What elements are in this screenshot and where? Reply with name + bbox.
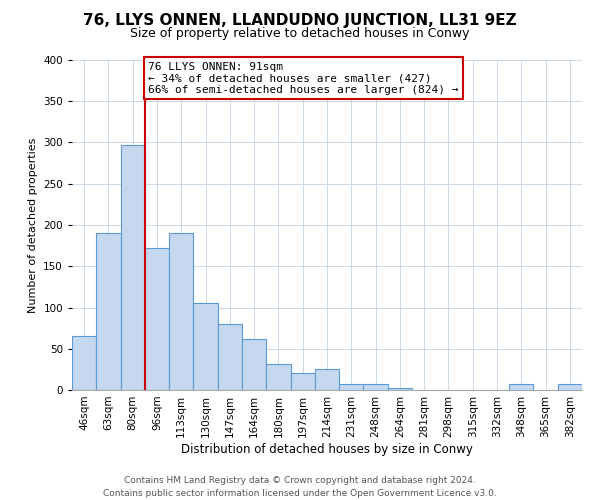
Text: Contains HM Land Registry data © Crown copyright and database right 2024.
Contai: Contains HM Land Registry data © Crown c… bbox=[103, 476, 497, 498]
Bar bbox=[121, 145, 145, 390]
Bar bbox=[315, 370, 339, 390]
Bar bbox=[364, 384, 388, 390]
Bar bbox=[339, 384, 364, 390]
Bar bbox=[218, 324, 242, 390]
Bar bbox=[290, 372, 315, 390]
X-axis label: Distribution of detached houses by size in Conwy: Distribution of detached houses by size … bbox=[181, 442, 473, 456]
Text: 76 LLYS ONNEN: 91sqm
← 34% of detached houses are smaller (427)
66% of semi-deta: 76 LLYS ONNEN: 91sqm ← 34% of detached h… bbox=[149, 62, 459, 95]
Text: 76, LLYS ONNEN, LLANDUDNO JUNCTION, LL31 9EZ: 76, LLYS ONNEN, LLANDUDNO JUNCTION, LL31… bbox=[83, 12, 517, 28]
Bar bbox=[509, 384, 533, 390]
Bar bbox=[242, 339, 266, 390]
Bar bbox=[558, 384, 582, 390]
Bar bbox=[169, 233, 193, 390]
Bar bbox=[193, 302, 218, 390]
Bar bbox=[388, 388, 412, 390]
Y-axis label: Number of detached properties: Number of detached properties bbox=[28, 138, 38, 312]
Bar bbox=[96, 233, 121, 390]
Text: Size of property relative to detached houses in Conwy: Size of property relative to detached ho… bbox=[130, 28, 470, 40]
Bar bbox=[266, 364, 290, 390]
Bar bbox=[145, 248, 169, 390]
Bar bbox=[72, 336, 96, 390]
